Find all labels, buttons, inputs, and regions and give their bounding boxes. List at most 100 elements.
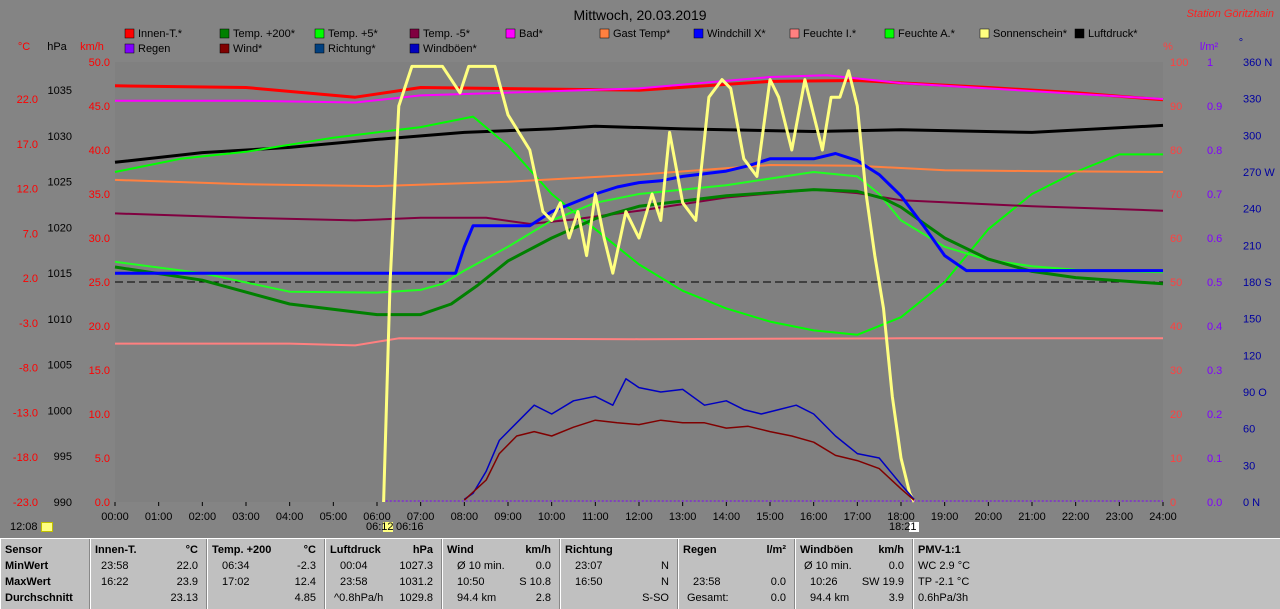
legend-swatch [219,43,230,54]
x-tick-label: 17:00 [844,511,872,523]
legend-swatch [789,28,800,39]
legend-swatch [505,28,516,39]
stats-richtung-max: N [661,576,669,588]
axis-lm2-tick: 0.2 [1207,409,1222,421]
axis-celsius-tick: 2.0 [23,273,38,285]
stats-druck-title: Luftdruck [330,544,381,556]
stats-wind-unit: km/h [525,544,551,556]
stats-wind-distance: 94.4 km [457,592,497,604]
axis-kmh-tick: 30.0 [89,233,110,245]
axis-percent-tick: 100 [1170,57,1188,69]
weather-chart: Mittwoch, 20.03.2019 Station Göritzhain … [13,7,1275,533]
x-tick-label: 09:00 [494,511,522,523]
stats-temp200-max: 12.4 [294,576,316,588]
stats-regen: Regen l/m² 23:58 0.0 Gesamt: 0.0 [678,539,795,609]
stats-druck-min-time: 00:04 [340,560,368,572]
stats-boeen-avg10-label: Ø 10 min. [804,560,852,572]
axis-degree-tick: 60 [1243,424,1255,436]
axis-celsius-tick: -3.0 [19,318,38,330]
stats-regen-unit: l/m² [766,544,786,556]
series-line-4 [114,164,1164,188]
legend-swatch [1074,28,1085,39]
axis-lm2-tick: 0.1 [1207,453,1222,465]
legend-label: Regen [138,43,170,55]
stats-richtung-min-time: 23:07 [575,560,603,572]
axis-hpa-tick: 1035 [48,85,72,97]
legend-label: Richtung* [328,43,376,55]
stats-pmv-dewpoint: TP -2.1 °C [918,576,970,588]
x-tick-label: 00:00 [101,511,129,523]
stats-regen-max: 0.0 [770,576,786,588]
axis-percent-tick: 0 [1170,497,1176,509]
axis-hpa-tick: 1015 [48,268,72,280]
series-line-12 [463,419,915,501]
stats-boeen-max: SW 19.9 [861,576,904,588]
sunrise-label-2: 06:16 [396,521,424,533]
axis-lm2-tick: 0.3 [1207,365,1222,377]
x-tick-label: 24:00 [1149,511,1177,523]
axis-header-celsius: °C [18,41,30,53]
stats-sensor-title: Sensor [5,544,43,556]
stats-richtung-min: N [661,560,669,572]
axis-lm2-tick: 0.8 [1207,145,1222,157]
axis-header-lm2: l/m² [1200,41,1219,53]
axis-hpa-tick: 1005 [48,360,72,372]
stats-boeen-avg10: 0.0 [888,560,904,572]
stats-innen-min: 22.0 [176,560,198,572]
stats-temp200: Temp. +200 °C 06:34 -2.3 17:02 12.4 4.85 [207,539,325,609]
stats-pmv-title: PMV-1:1 [918,544,961,556]
axis-degree-tick: 120 [1243,350,1261,362]
stats-temp200-unit: °C [303,544,316,556]
stats-richtung-avg: S-SO [642,592,669,604]
legend-swatch [124,28,135,39]
stats-wind: Wind km/h Ø 10 min. 0.0 10:50 S 10.8 94.4 k… [442,539,560,609]
x-tick-label: 02:00 [189,511,217,523]
clock-time: 12:08 [10,521,38,533]
stats-luftdruck: Luftdruck hPa 00:04 1027.3 23:58 1031.2 ^0.… [325,539,442,609]
legend-swatch [219,28,230,39]
stats-row-max: MaxWert [5,576,51,588]
axis-degree-tick: 330 [1243,94,1261,106]
x-tick-label: 15:00 [756,511,784,523]
axis-kmh-tick: 5.0 [95,453,110,465]
axis-degree-tick: 0 N [1243,497,1260,509]
axis-percent-tick: 50 [1170,277,1182,289]
axis-kmh-tick: 20.0 [89,321,110,333]
x-tick-label: 19:00 [931,511,959,523]
stats-wind-max: S 10.8 [519,576,551,588]
axis-kmh-tick: 45.0 [89,101,110,113]
stats-boeen-unit: km/h [878,544,904,556]
axis-header-percent: % [1163,41,1173,53]
axis-degree-tick: 150 [1243,314,1261,326]
legend-label: Feuchte I.* [803,28,857,40]
stats-row-min: MinWert [5,560,49,572]
axis-kmh-tick: 35.0 [89,189,110,201]
x-tick-label: 20:00 [975,511,1003,523]
x-tick-label: 01:00 [145,511,173,523]
series-line-10 [382,64,916,503]
stats-regen-total-label: Gesamt: [687,592,729,604]
stats-wind-max-time: 10:50 [457,576,485,588]
axis-percent-tick: 90 [1170,101,1182,113]
axis-lm2-tick: 0.7 [1207,189,1222,201]
axis-header-kmh: km/h [80,41,104,53]
stats-windboeen: Windböen km/h Ø 10 min. 0.0 10:26 SW 19.9 9… [795,539,913,609]
x-tick-label: 11:00 [582,511,609,523]
stats-innen-avg: 23.13 [170,592,198,604]
station-name: Station Göritzhain [1187,8,1274,20]
axis-percent-tick: 10 [1170,453,1182,465]
axis-hpa-tick: 1000 [48,405,72,417]
series-line-9 [115,152,1163,275]
axis-degree-tick: 30 [1243,460,1255,472]
stats-druck-unit: hPa [412,544,433,556]
axis-celsius-tick: 12.0 [17,184,38,196]
axis-celsius-tick: -8.0 [19,363,38,375]
stats-innen-title: Innen-T. [95,544,137,556]
stats-richtung: Richtung 23:07 N 16:50 N S-SO [560,539,678,609]
x-tick-label: 03:00 [232,511,260,523]
legend-label: Windböen* [423,43,478,55]
x-tick-label: 13:00 [669,511,697,523]
stats-panel: Sensor MinWert MaxWert Durchschnitt Inne… [0,538,1280,609]
stats-wind-title: Wind [447,544,474,556]
stats-pmv: PMV-1:1 WC 2.9 °C TP -2.1 °C 0.6hPa/3h [913,539,1280,609]
